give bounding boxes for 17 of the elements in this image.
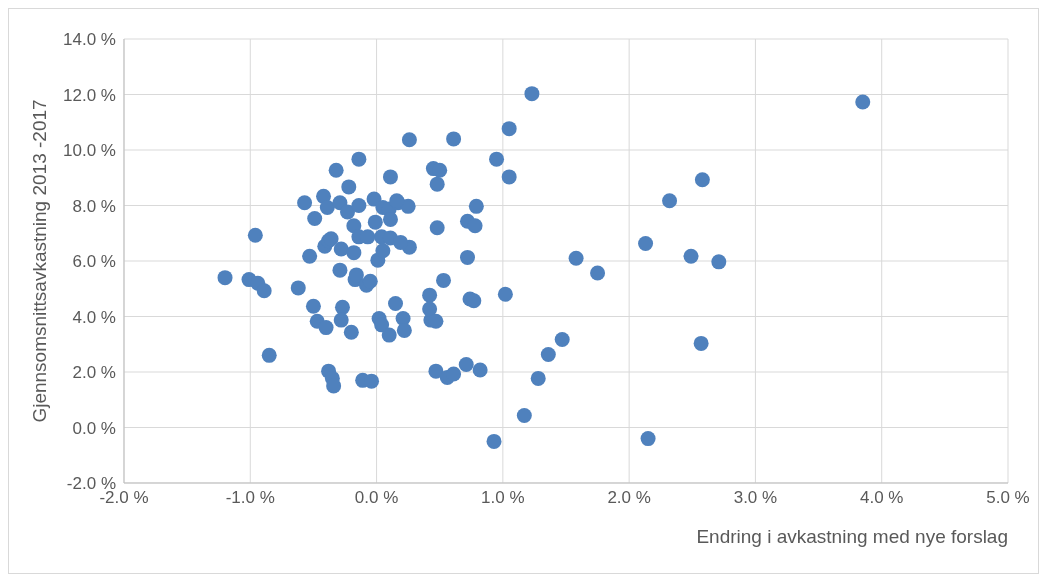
y-axis-title: Gjennsomsnittsavkastning 2013 -2017 [28, 99, 50, 423]
y-tick-label: 12.0 % [63, 85, 116, 105]
y-tick-label: 8.0 % [72, 196, 116, 216]
y-tick-label: 14.0 % [63, 30, 116, 50]
y-tick-label: 0.0 % [72, 418, 116, 438]
x-tick-label: -1.0 % [225, 488, 275, 508]
x-tick-label: 5.0 % [986, 488, 1030, 508]
y-tick-label: 10.0 % [63, 141, 116, 161]
x-tick-label: 1.0 % [481, 488, 525, 508]
x-tick-label: 2.0 % [607, 488, 651, 508]
x-axis-title: Endring i avkastning med nye forslag [696, 526, 1008, 547]
x-tick-label: 3.0 % [733, 488, 778, 508]
x-tick-label: 0.0 % [354, 488, 399, 508]
x-tick-label: 4.0 % [859, 488, 904, 508]
y-tick-label: 6.0 % [72, 252, 116, 272]
y-tick-label: 2.0 % [72, 363, 116, 383]
y-tick-label: 4.0 % [72, 307, 116, 327]
